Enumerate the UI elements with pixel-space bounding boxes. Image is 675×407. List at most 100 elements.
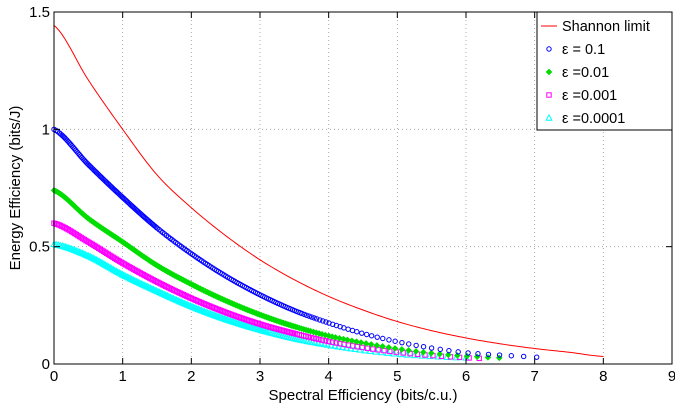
series-4 bbox=[50, 240, 470, 361]
data-point bbox=[83, 251, 91, 259]
legend-entry-3: ε =0.001 bbox=[546, 88, 617, 104]
series-line-0 bbox=[53, 25, 604, 357]
plot-frame bbox=[53, 11, 673, 365]
data-point bbox=[114, 268, 122, 275]
data-point bbox=[223, 315, 232, 323]
data-point bbox=[100, 260, 108, 267]
data-point bbox=[121, 272, 130, 280]
data-point bbox=[111, 266, 119, 274]
data-point bbox=[367, 341, 375, 348]
data-point bbox=[403, 350, 411, 358]
data-point bbox=[508, 353, 515, 359]
data-point bbox=[330, 342, 339, 349]
curve-layer bbox=[50, 25, 604, 362]
x-tick-label: 3 bbox=[256, 368, 264, 385]
data-point bbox=[533, 354, 540, 360]
data-point bbox=[171, 295, 179, 303]
x-tick-label: 0 bbox=[50, 368, 58, 385]
data-point bbox=[123, 272, 131, 280]
legend: Shannon limit ε = 0.1 ε =0.01 ε =0.001 ε =0.… bbox=[536, 11, 673, 131]
data-point bbox=[496, 352, 503, 358]
data-point bbox=[340, 335, 347, 343]
legend-box bbox=[536, 11, 673, 131]
legend-entry-4: ε =0.0001 bbox=[545, 111, 625, 127]
data-point bbox=[364, 345, 371, 351]
data-point bbox=[412, 348, 420, 355]
data-point bbox=[444, 351, 452, 359]
data-point bbox=[211, 311, 219, 319]
y-tick-label: 1 bbox=[42, 121, 50, 138]
data-point bbox=[197, 306, 205, 314]
data-point bbox=[140, 281, 148, 288]
data-point bbox=[117, 269, 125, 277]
x-tick-label: 9 bbox=[668, 368, 675, 385]
data-point bbox=[73, 247, 82, 255]
data-point bbox=[98, 259, 107, 267]
series-1 bbox=[51, 126, 540, 360]
data-point bbox=[317, 317, 323, 323]
data-point bbox=[364, 331, 370, 338]
data-point bbox=[225, 316, 233, 324]
data-point bbox=[309, 314, 315, 320]
data-point bbox=[226, 316, 235, 324]
y-tick-label: 0.5 bbox=[29, 239, 50, 256]
data-point bbox=[81, 250, 90, 258]
data-point bbox=[428, 349, 435, 357]
data-point bbox=[353, 338, 360, 345]
data-point bbox=[95, 257, 104, 265]
data-point bbox=[386, 337, 392, 343]
data-point bbox=[189, 303, 198, 311]
data-point bbox=[175, 297, 184, 305]
x-tick-label: 2 bbox=[187, 368, 195, 385]
data-point bbox=[334, 342, 342, 350]
data-point bbox=[373, 342, 381, 349]
data-point bbox=[203, 308, 212, 316]
data-point bbox=[374, 334, 380, 340]
legend-label: Shannon limit bbox=[562, 19, 650, 35]
data-point bbox=[107, 264, 116, 272]
data-point bbox=[92, 255, 100, 263]
x-tick-label: 5 bbox=[393, 368, 401, 385]
data-point bbox=[398, 346, 406, 353]
data-point bbox=[213, 312, 221, 319]
x-tick-label: 8 bbox=[599, 368, 607, 385]
data-point bbox=[89, 254, 97, 262]
data-point bbox=[160, 290, 168, 298]
data-point bbox=[436, 350, 444, 358]
data-point bbox=[455, 349, 461, 355]
data-point bbox=[143, 282, 151, 290]
legend-entry-1: ε = 0.1 bbox=[546, 42, 605, 58]
legend-label: ε =0.001 bbox=[562, 88, 617, 104]
data-point bbox=[446, 347, 452, 354]
data-point bbox=[333, 340, 339, 346]
data-point bbox=[396, 350, 405, 358]
data-point bbox=[134, 278, 142, 286]
data-point bbox=[75, 248, 83, 255]
data-point bbox=[149, 285, 158, 293]
tick-layer: 0 1 2 3 4 5 6 7 8 9 0 0.5 1 1.5 bbox=[29, 4, 675, 385]
data-point bbox=[166, 293, 175, 301]
data-point bbox=[380, 335, 386, 342]
data-point bbox=[174, 296, 182, 304]
data-point bbox=[220, 314, 229, 322]
data-point bbox=[313, 316, 320, 322]
legend-swatch bbox=[545, 68, 553, 76]
data-point bbox=[106, 263, 114, 271]
data-point bbox=[520, 353, 527, 360]
data-point bbox=[228, 317, 236, 325]
data-point bbox=[206, 309, 215, 317]
data-point bbox=[420, 348, 427, 356]
x-tick-label: 6 bbox=[462, 368, 470, 385]
data-point bbox=[162, 291, 170, 298]
data-point bbox=[138, 280, 147, 288]
series-0 bbox=[53, 25, 604, 357]
data-point bbox=[475, 351, 481, 357]
data-point bbox=[319, 337, 325, 343]
data-point bbox=[219, 314, 227, 322]
data-point bbox=[362, 340, 370, 347]
y-tick-label: 1.5 bbox=[29, 4, 50, 21]
data-point bbox=[182, 300, 190, 307]
data-point bbox=[214, 312, 222, 320]
data-point bbox=[145, 283, 153, 291]
data-point bbox=[329, 339, 336, 345]
